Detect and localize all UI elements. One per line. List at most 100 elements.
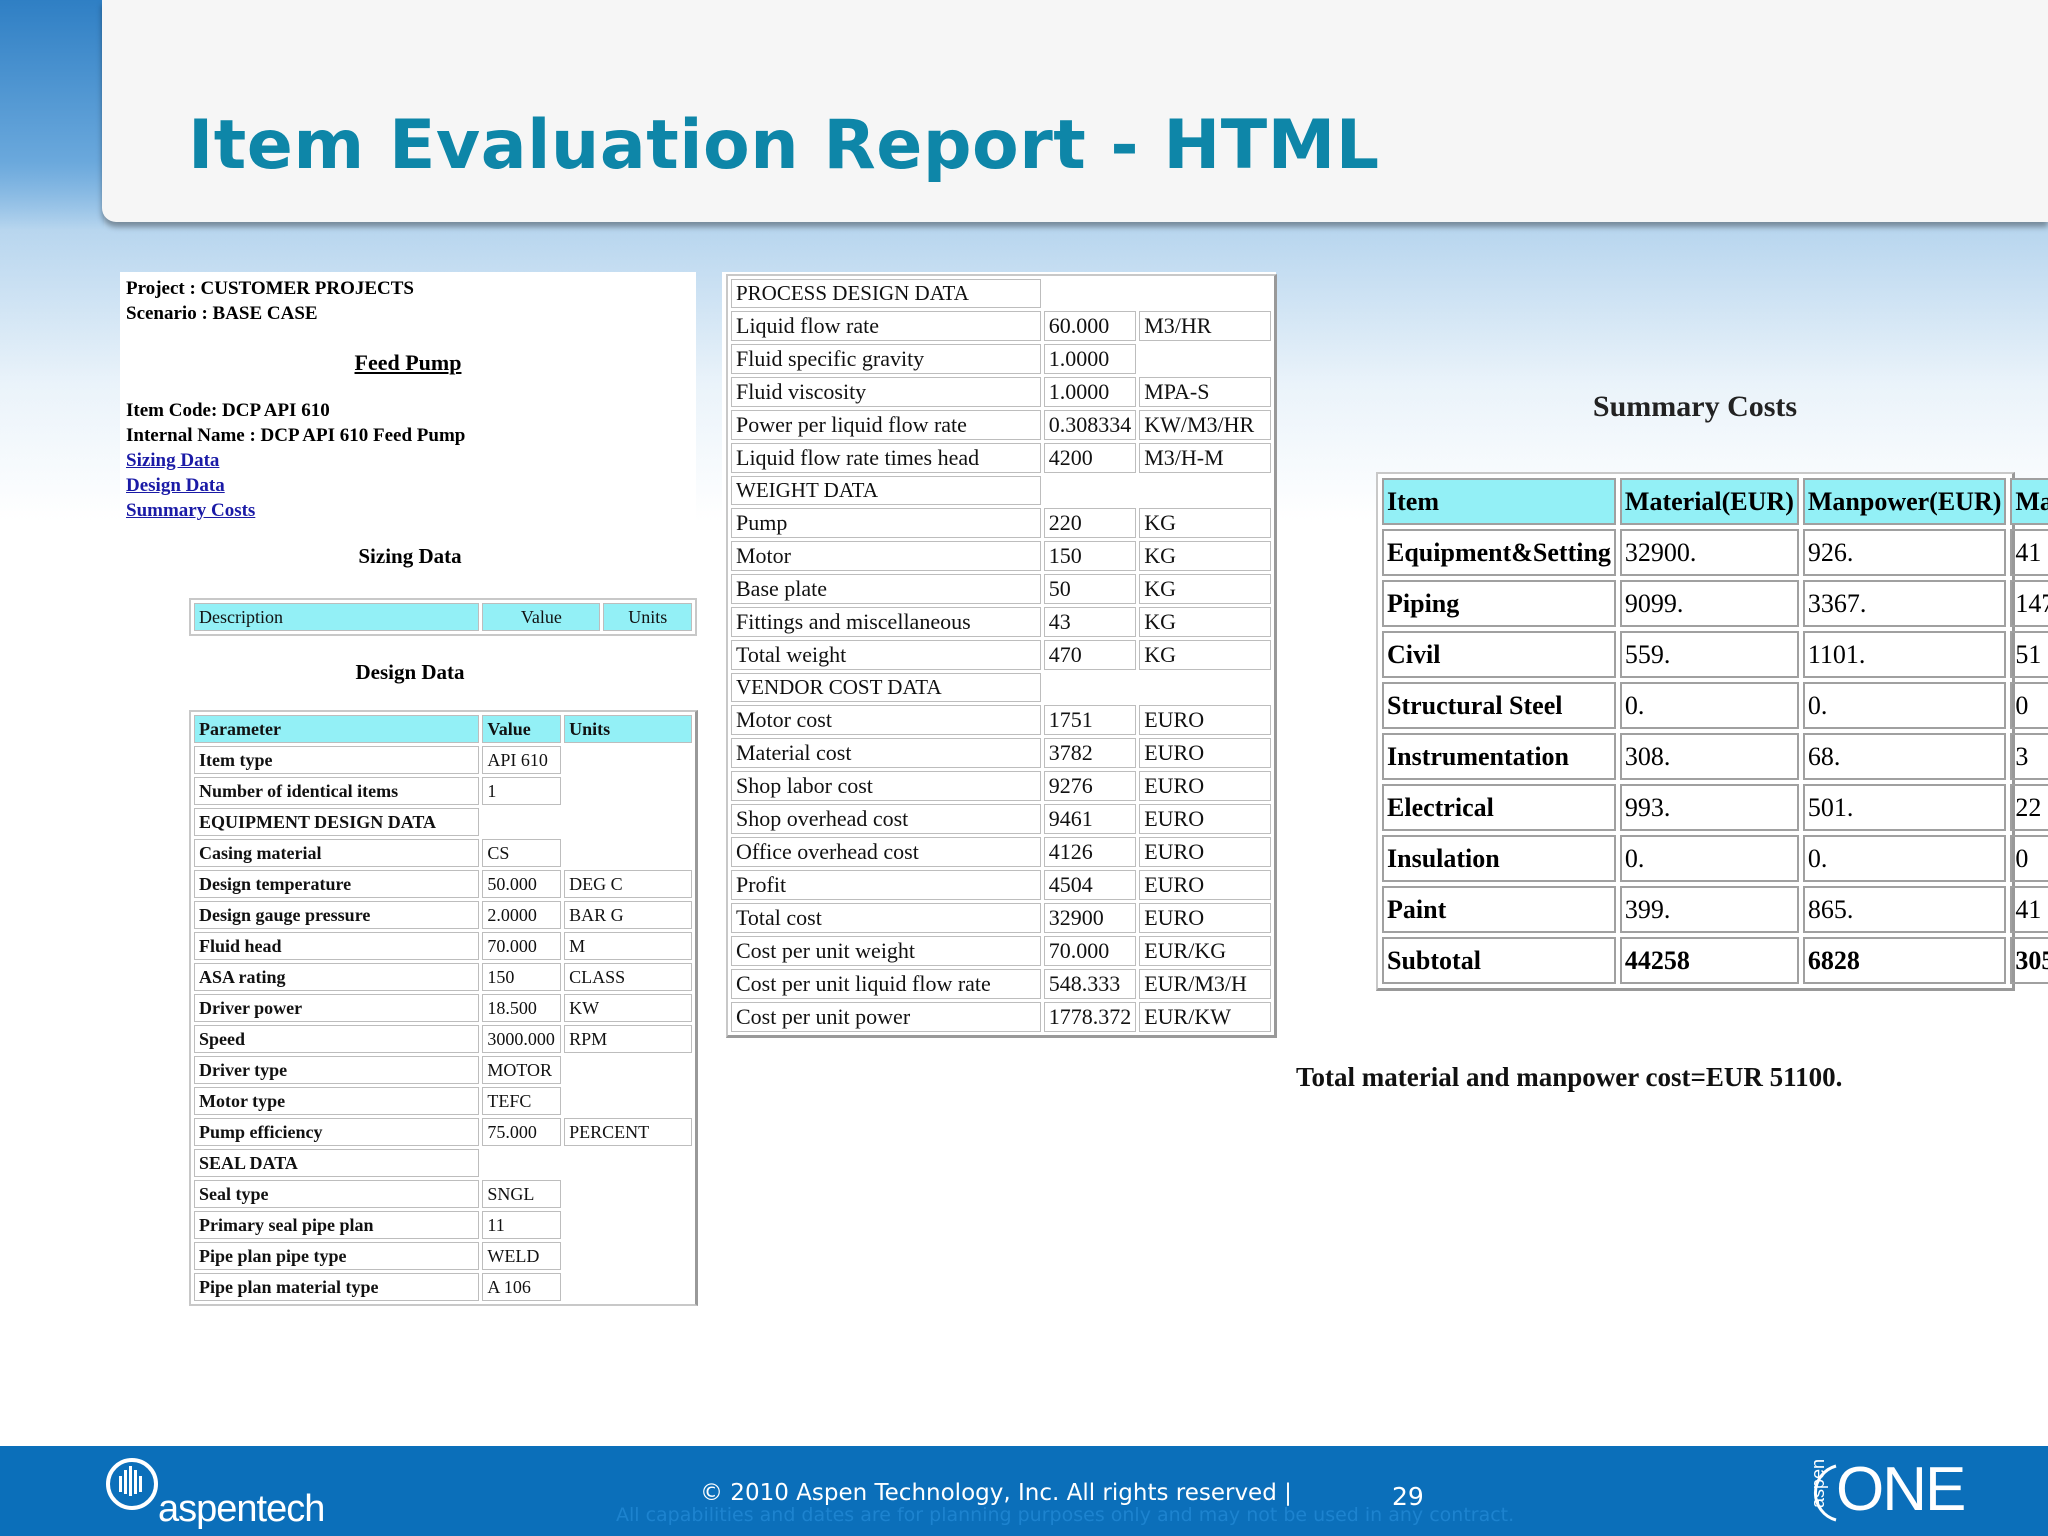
summary-manhours-cell: 3 (2010, 733, 2048, 780)
design-param-cell: Number of identical items (194, 777, 480, 805)
table-row: Driver type MOTOR (194, 1056, 692, 1084)
table-row: VENDOR COST DATA (731, 673, 1271, 702)
process-units-cell: M3/HR (1139, 311, 1271, 341)
summary-material-cell: 9099. (1619, 580, 1799, 627)
design-units-cell (564, 1211, 692, 1239)
design-units-cell: CLASS (564, 963, 692, 991)
aspenone-arc-icon (1813, 1464, 1837, 1522)
process-param-cell: Material cost (731, 738, 1041, 768)
summary-manpower-cell: 926. (1802, 529, 2007, 576)
process-value-cell: 0.308334 (1043, 410, 1137, 440)
table-row: Office overhead cost 4126 EURO (731, 837, 1271, 867)
table-row: Pump efficiency 75.000 PERCENT (194, 1118, 692, 1146)
process-value-cell: 70.000 (1043, 936, 1137, 966)
internal-name: Internal Name : DCP API 610 Feed Pump (126, 425, 466, 446)
process-param-cell: Liquid flow rate times head (731, 443, 1041, 473)
sizing-header-units: Units (603, 603, 692, 631)
table-row: Fluid specific gravity 1.0000 (731, 344, 1271, 374)
design-value-cell: MOTOR (482, 1056, 562, 1084)
summary-header-item: Item (1382, 478, 1616, 525)
summary-manpower-cell: 865. (1802, 886, 2007, 933)
process-param-cell: PROCESS DESIGN DATA (731, 279, 1041, 308)
process-value-cell: 60.000 (1043, 311, 1137, 341)
process-units-cell: EURO (1139, 771, 1271, 801)
process-units-cell: KG (1139, 640, 1271, 670)
summary-manhours-cell: 147 (2010, 580, 2048, 627)
process-value-cell: 1751 (1043, 705, 1137, 735)
design-data-table: Parameter Value Units Item type API 610 Nu… (189, 710, 698, 1306)
design-param-cell: Casing material (194, 839, 480, 867)
process-value-cell: 4200 (1043, 443, 1137, 473)
table-row: Speed 3000.000 RPM (194, 1025, 692, 1053)
process-units-cell: KG (1139, 508, 1271, 538)
aspentech-logo-text: aspentech (158, 1488, 325, 1530)
section-links: Sizing Data Design Data Summary Costs (126, 448, 255, 523)
process-param-cell: Cost per unit weight (731, 936, 1041, 966)
process-value-cell: 9461 (1043, 804, 1137, 834)
link-summary-costs[interactable]: Summary Costs (126, 500, 256, 521)
report-panel-process: PROCESS DESIGN DATA Liquid flow rate 60.00… (722, 272, 1277, 1302)
table-row: Equipment&Setting 32900. 926. 41 (1382, 529, 2048, 576)
design-param-cell: ASA rating (194, 963, 480, 991)
table-row: Design temperature 50.000 DEG C (194, 870, 692, 898)
left-blue-edge (0, 0, 104, 230)
process-value-cell: 32900 (1043, 903, 1137, 933)
process-param-cell: Shop overhead cost (731, 804, 1041, 834)
process-param-cell: Fluid viscosity (731, 377, 1041, 407)
process-param-cell: Motor (731, 541, 1041, 571)
summary-manhours-cell: 305 (2010, 937, 2048, 984)
process-param-cell: Total weight (731, 640, 1041, 670)
design-param-cell: Fluid head (194, 932, 480, 960)
design-header-value: Value (482, 715, 562, 743)
aspenone-logo: aspen ONE (1796, 1455, 1966, 1526)
sizing-header-description: Description (194, 603, 480, 631)
table-row: Base plate 50 KG (731, 574, 1271, 604)
table-row: Motor cost 1751 EURO (731, 705, 1271, 735)
process-value-cell: 43 (1043, 607, 1137, 637)
link-design-data[interactable]: Design Data (126, 475, 225, 496)
design-units-cell: M (564, 932, 692, 960)
table-row: Primary seal pipe plan 11 (194, 1211, 692, 1239)
aspentech-logo-icon (106, 1458, 158, 1510)
summary-item-cell: Piping (1382, 580, 1616, 627)
design-data-title: Design Data (355, 660, 465, 684)
page-number: 29 (1392, 1482, 1424, 1511)
summary-header-material: Material(EUR) (1619, 478, 1799, 525)
summary-item-cell: Instrumentation (1382, 733, 1616, 780)
process-param-cell: Fittings and miscellaneous (731, 607, 1041, 637)
summary-item-cell: Equipment&Setting (1382, 529, 1616, 576)
process-value-cell: 50 (1043, 574, 1137, 604)
design-param-cell: Driver power (194, 994, 480, 1022)
process-units-cell (1139, 673, 1271, 702)
table-row: Liquid flow rate 60.000 M3/HR (731, 311, 1271, 341)
summary-material-cell: 32900. (1619, 529, 1799, 576)
process-units-cell: EURO (1139, 870, 1271, 900)
summary-material-cell: 399. (1619, 886, 1799, 933)
process-value-cell: 1778.372 (1043, 1002, 1137, 1032)
design-value-cell: API 610 (482, 746, 562, 774)
summary-item-cell: Paint (1382, 886, 1616, 933)
process-value-cell: 9276 (1043, 771, 1137, 801)
link-sizing-data[interactable]: Sizing Data (126, 450, 220, 471)
process-value-cell: 4504 (1043, 870, 1137, 900)
summary-material-cell: 559. (1619, 631, 1799, 678)
table-row: Civil 559. 1101. 51 (1382, 631, 2048, 678)
table-row: Casing material CS (194, 839, 692, 867)
summary-manhours-cell: 22 (2010, 784, 2048, 831)
process-units-cell: EURO (1139, 804, 1271, 834)
design-param-cell: Speed (194, 1025, 480, 1053)
table-row: Motor type TEFC (194, 1087, 692, 1115)
process-units-cell: EURO (1139, 738, 1271, 768)
summary-manhours-cell: 41 (2010, 529, 2048, 576)
table-row: EQUIPMENT DESIGN DATA (194, 808, 692, 836)
summary-material-cell: 993. (1619, 784, 1799, 831)
design-param-cell: Design gauge pressure (194, 901, 480, 929)
summary-manpower-cell: 0. (1802, 835, 2007, 882)
summary-manhours-cell: 0 (2010, 682, 2048, 729)
table-row: Shop labor cost 9276 EURO (731, 771, 1271, 801)
process-param-cell: Office overhead cost (731, 837, 1041, 867)
table-row: Pipe plan material type A 106 (194, 1273, 692, 1301)
process-param-cell: Cost per unit liquid flow rate (731, 969, 1041, 999)
item-code: Item Code: DCP API 610 (126, 400, 330, 421)
process-units-cell: M3/H-M (1139, 443, 1271, 473)
